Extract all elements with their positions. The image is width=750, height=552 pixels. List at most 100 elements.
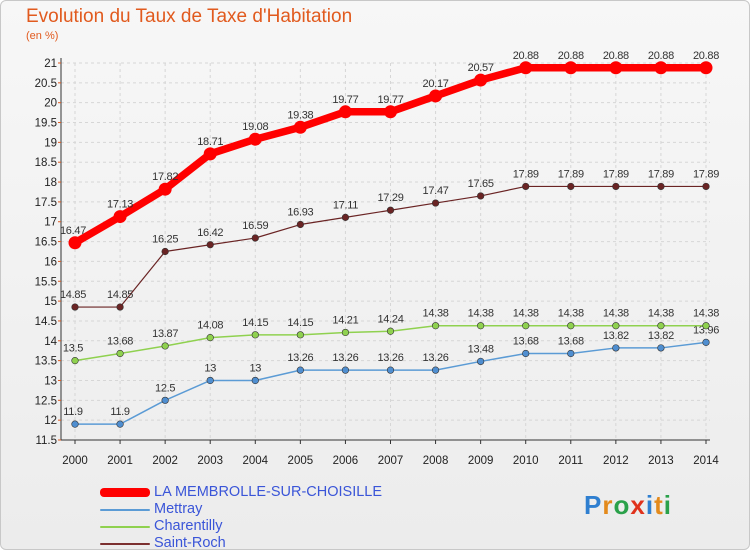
data-point-charentilly	[161, 342, 169, 350]
logo-letter: i	[645, 490, 655, 520]
y-tick-label: 18	[44, 177, 57, 189]
data-point-charentilly	[431, 322, 440, 330]
data-label-la-membrolle-sur-choisille: 19.77	[332, 94, 358, 106]
data-point-la-membrolle-sur-choisille	[609, 61, 623, 75]
data-point-la-membrolle-sur-choisille	[203, 147, 217, 161]
data-label-mettray: 13.26	[423, 352, 449, 364]
data-label-la-membrolle-sur-choisille: 20.88	[693, 50, 719, 62]
data-label-saint-roch: 17.89	[603, 168, 629, 180]
proxiti-logo: Proxiti	[584, 490, 672, 521]
y-tick-label: 21	[44, 58, 57, 70]
data-label-mettray: 13.48	[468, 343, 494, 355]
data-label-mettray: 13.96	[693, 324, 719, 336]
logo-letter: P	[584, 490, 603, 520]
data-label-charentilly: 14.38	[558, 308, 584, 320]
data-label-la-membrolle-sur-choisille: 20.88	[648, 50, 674, 62]
data-label-la-membrolle-sur-choisille: 18.71	[197, 136, 223, 148]
y-tick-label: 18.5	[35, 157, 57, 169]
data-point-la-membrolle-sur-choisille	[293, 120, 307, 134]
data-point-saint-roch	[477, 192, 485, 200]
data-point-charentilly	[116, 349, 124, 358]
data-label-mettray: 13.26	[287, 352, 313, 364]
data-point-la-membrolle-sur-choisille	[564, 61, 578, 75]
data-point-charentilly	[251, 331, 259, 339]
data-point-mettray	[116, 420, 124, 428]
data-label-mettray: 13.68	[558, 335, 584, 347]
data-label-charentilly: 14.38	[603, 308, 629, 320]
data-point-charentilly	[341, 328, 350, 337]
data-label-charentilly: 13.68	[107, 335, 133, 347]
y-tick-label: 19	[44, 137, 57, 149]
data-label-mettray: 13.26	[377, 352, 403, 364]
data-point-la-membrolle-sur-choisille	[384, 105, 397, 119]
data-label-saint-roch: 17.89	[648, 168, 674, 180]
legend-swatch	[100, 488, 150, 497]
data-label-charentilly: 13.5	[63, 343, 83, 355]
legend-label: Charentilly	[154, 518, 223, 534]
x-tick-label: 2002	[152, 455, 178, 467]
y-tick-label: 14.5	[35, 316, 57, 328]
data-point-mettray	[341, 366, 350, 374]
y-tick-label: 12.5	[35, 395, 57, 407]
data-point-saint-roch	[702, 182, 710, 191]
logo-letter: t	[654, 490, 664, 520]
data-point-saint-roch	[341, 213, 350, 221]
data-label-saint-roch: 14.85	[60, 289, 86, 301]
chart-subtitle: (en %)	[26, 30, 59, 42]
y-tick-label: 16.5	[35, 237, 57, 249]
data-label-mettray: 13	[204, 362, 216, 374]
y-tick-label: 16	[44, 256, 57, 268]
data-label-mettray: 13.82	[648, 330, 674, 342]
data-point-mettray	[567, 349, 575, 358]
data-point-la-membrolle-sur-choisille	[113, 210, 127, 224]
logo-letter: x	[630, 490, 646, 520]
y-tick-label: 13	[44, 375, 57, 387]
logo-letter: i	[663, 490, 672, 520]
data-point-la-membrolle-sur-choisille	[429, 89, 443, 103]
data-label-saint-roch: 17.89	[558, 168, 584, 180]
data-point-saint-roch	[657, 182, 665, 191]
data-point-mettray	[702, 338, 710, 346]
x-tick-label: 2010	[513, 455, 539, 467]
data-label-la-membrolle-sur-choisille: 20.57	[468, 62, 494, 74]
data-point-saint-roch	[431, 199, 440, 207]
data-point-charentilly	[702, 322, 710, 330]
x-tick-label: 2001	[107, 455, 133, 467]
data-point-mettray	[522, 349, 530, 358]
data-label-charentilly: 14.38	[513, 308, 539, 320]
data-point-charentilly	[386, 327, 395, 335]
data-label-charentilly: 14.38	[423, 308, 449, 320]
legend-label: Saint-Roch	[154, 535, 226, 551]
x-tick-label: 2009	[468, 455, 494, 467]
y-tick-label: 20.5	[35, 78, 57, 90]
y-tick-label: 11.5	[35, 435, 57, 447]
x-tick-label: 2007	[378, 455, 404, 467]
data-point-mettray	[431, 366, 440, 374]
data-point-la-membrolle-sur-choisille	[654, 61, 668, 75]
data-label-charentilly: 14.24	[377, 313, 403, 325]
series-line-saint-roch	[74, 185, 707, 308]
data-point-la-membrolle-sur-choisille	[474, 73, 488, 87]
data-label-mettray: 13	[249, 362, 261, 374]
x-tick-label: 2006	[333, 455, 359, 467]
y-tick-label: 12	[44, 415, 57, 427]
y-tick-label: 17	[44, 217, 57, 229]
data-point-mettray	[296, 366, 304, 374]
data-point-charentilly	[296, 331, 304, 339]
x-tick-label: 2014	[693, 455, 719, 467]
data-label-charentilly: 14.21	[332, 314, 358, 326]
x-tick-label: 2005	[288, 455, 314, 467]
x-tick-label: 2003	[197, 455, 223, 467]
data-label-charentilly: 14.38	[648, 308, 674, 320]
x-tick-label: 2011	[558, 455, 583, 467]
logo-letter: o	[613, 490, 631, 520]
y-tick-label: 17.5	[35, 197, 57, 209]
data-point-la-membrolle-sur-choisille	[519, 61, 533, 75]
data-point-la-membrolle-sur-choisille	[699, 61, 713, 75]
data-point-saint-roch	[522, 182, 530, 191]
data-label-la-membrolle-sur-choisille: 19.08	[242, 121, 268, 133]
logo-letter: r	[602, 490, 614, 520]
data-point-charentilly	[612, 322, 620, 330]
x-tick-label: 2004	[242, 455, 268, 467]
